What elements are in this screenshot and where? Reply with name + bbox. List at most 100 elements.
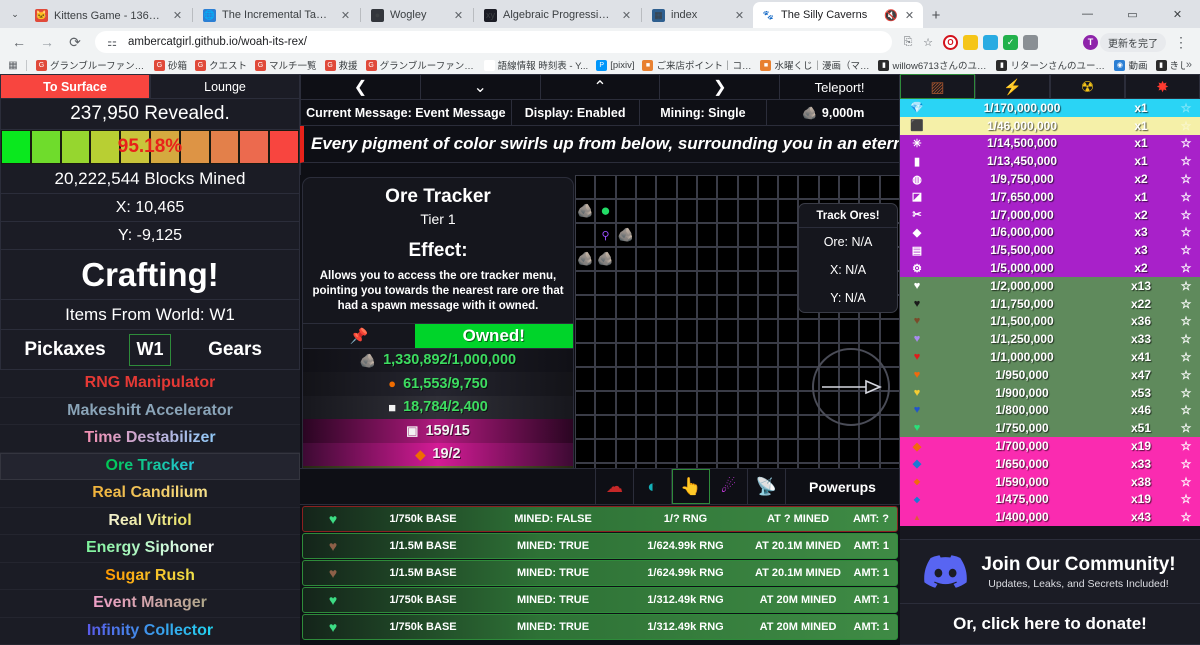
ore-log-row[interactable]: ♥ 1/1.5M BASE MINED: TRUE 1/624.99k RNG AT 2… [302, 533, 898, 559]
site-info-icon[interactable]: ⚏ [107, 36, 117, 49]
puzzle-ext-icon[interactable] [1043, 34, 1058, 50]
mine-cell[interactable] [575, 271, 596, 295]
bookmark-item[interactable]: P [pixiv] [592, 59, 638, 71]
mine-cell[interactable] [717, 415, 738, 439]
ore-log-row[interactable]: ♥ 1/750k BASE MINED: FALSE 1/? RNG AT ? MINE… [302, 506, 898, 532]
achievement-row[interactable]: ♥ 1/800,000 x46 ☆ [900, 401, 1200, 420]
window-close-button[interactable]: ✕ [1172, 8, 1183, 21]
mine-cell[interactable] [635, 199, 657, 223]
achievement-row[interactable]: ✳ 1/14,500,000 x1 ☆ [900, 134, 1200, 153]
nav-left-icon[interactable]: ❮ [300, 74, 421, 100]
mine-cell[interactable] [778, 391, 799, 415]
mine-cell[interactable] [798, 343, 819, 367]
mine-cell[interactable] [798, 319, 819, 343]
mine-cell[interactable] [778, 463, 799, 468]
mine-cell[interactable] [676, 223, 697, 247]
mine-cell[interactable] [696, 223, 718, 247]
craft-item[interactable]: Real Candilium [0, 480, 300, 508]
tab-search-chevron-icon[interactable]: ⌄ [11, 8, 19, 19]
mine-cell[interactable] [635, 175, 657, 199]
tab-block[interactable]: ▨ [900, 74, 975, 99]
mine-cell[interactable]: ⚲ [595, 223, 616, 247]
mine-cell[interactable] [676, 199, 697, 223]
mine-cell[interactable] [615, 319, 636, 343]
mine-cell[interactable] [757, 367, 779, 391]
mine-cell[interactable] [575, 367, 596, 391]
mine-cell[interactable] [656, 175, 677, 199]
mine-cell[interactable] [859, 175, 880, 199]
tab-pickaxes[interactable]: Pickaxes [24, 338, 106, 360]
mine-cell[interactable] [757, 463, 779, 468]
bookmark-item[interactable]: ▮きしみ仙さんのユーザー... [1152, 58, 1185, 72]
mine-cell[interactable] [839, 463, 860, 468]
mine-cell[interactable] [757, 247, 779, 271]
bookmark-item[interactable]: Gグランブルーファンタジー [362, 58, 480, 72]
mine-cell[interactable] [656, 271, 677, 295]
bookmark-item[interactable]: ■ご来店ポイント｜コミッ... [638, 58, 756, 72]
mine-cell[interactable] [615, 391, 636, 415]
purple-comet-powerup[interactable]: ☄ [710, 469, 748, 504]
mine-cell[interactable] [635, 319, 657, 343]
mine-cell[interactable] [595, 391, 616, 415]
mine-cell[interactable] [737, 271, 758, 295]
mine-cell[interactable] [757, 439, 779, 463]
mine-cell[interactable] [575, 343, 596, 367]
craft-item[interactable]: Event Manager [0, 590, 300, 618]
ore-log-row[interactable]: ♥ 1/1.5M BASE MINED: TRUE 1/624.99k RNG AT 2… [302, 560, 898, 586]
browser-tab[interactable]: ● Wogley ✕ [362, 2, 472, 28]
mine-cell[interactable]: 🪨 [615, 223, 636, 247]
mine-cell[interactable] [635, 391, 657, 415]
craft-item[interactable]: Time Destabilizer [0, 425, 300, 453]
mine-cell[interactable] [615, 367, 636, 391]
back-icon[interactable]: ← [12, 34, 26, 50]
favorite-star-icon[interactable]: ☆ [1180, 296, 1192, 311]
update-button[interactable]: 更新を完了 [1100, 32, 1166, 52]
favorite-star-icon[interactable]: ☆ [1180, 314, 1192, 329]
ore-log-row[interactable]: ♥ 1/750k BASE MINED: TRUE 1/312.49k RNG AT 2… [302, 614, 898, 640]
mine-cell[interactable] [778, 199, 799, 223]
mine-cell[interactable] [696, 415, 718, 439]
mine-cell[interactable] [737, 463, 758, 468]
mine-cell[interactable] [717, 391, 738, 415]
mine-cell[interactable] [757, 295, 779, 319]
achievement-row[interactable]: 💎 1/170,000,000 x1 ☆ [900, 99, 1200, 117]
favorite-star-icon[interactable]: ☆ [1180, 456, 1192, 471]
mine-cell[interactable] [595, 295, 616, 319]
craft-item[interactable]: RNG Manipulator [0, 370, 300, 398]
favorite-star-icon[interactable]: ☆ [1180, 492, 1192, 507]
mine-cell[interactable] [717, 319, 738, 343]
mine-cell[interactable] [676, 367, 697, 391]
mine-cell[interactable] [717, 343, 738, 367]
mine-cell[interactable] [656, 439, 677, 463]
tab-world-selector[interactable]: W1 [129, 333, 171, 366]
mine-cell[interactable] [676, 391, 697, 415]
mine-cell[interactable] [757, 415, 779, 439]
bookmark-item[interactable]: Gグランブルーファンタジー [32, 58, 150, 72]
bookmark-item[interactable]: ▮リターンさんのユーザーペ... [992, 58, 1110, 72]
mine-cell[interactable] [656, 295, 677, 319]
favorite-star-icon[interactable]: ☆ [1180, 243, 1192, 258]
mine-cell[interactable] [676, 319, 697, 343]
lounge-button[interactable]: Lounge [150, 74, 300, 99]
mine-cell[interactable] [595, 319, 616, 343]
craft-item[interactable]: Sugar Rush [0, 563, 300, 590]
mine-cell[interactable] [879, 319, 900, 343]
tab-close-icon[interactable]: ✕ [904, 9, 915, 22]
mine-cell[interactable] [656, 223, 677, 247]
mine-cell[interactable] [737, 295, 758, 319]
depth-status[interactable]: 🪨 9,000m [767, 100, 900, 126]
mine-cell[interactable] [696, 367, 718, 391]
mine-cell[interactable] [595, 271, 616, 295]
mine-cell[interactable] [676, 175, 697, 199]
favorite-star-icon[interactable]: ☆ [1180, 350, 1192, 365]
mine-cell[interactable] [818, 175, 840, 199]
mine-cell[interactable] [879, 463, 900, 468]
current-message-status[interactable]: Current Message: Event Message [300, 100, 512, 126]
favorite-star-icon[interactable]: ☆ [1180, 136, 1192, 151]
translate-icon[interactable]: ⎘ [903, 35, 913, 48]
browser-tab[interactable]: 🐱 Kittens Game - 13656 年目 - 冬 ✕ [26, 2, 191, 28]
mine-cell[interactable] [757, 199, 779, 223]
mine-cell[interactable] [656, 319, 677, 343]
window-maximize-button[interactable]: ▭ [1127, 8, 1138, 21]
favorite-star-icon[interactable]: ☆ [1180, 421, 1192, 436]
